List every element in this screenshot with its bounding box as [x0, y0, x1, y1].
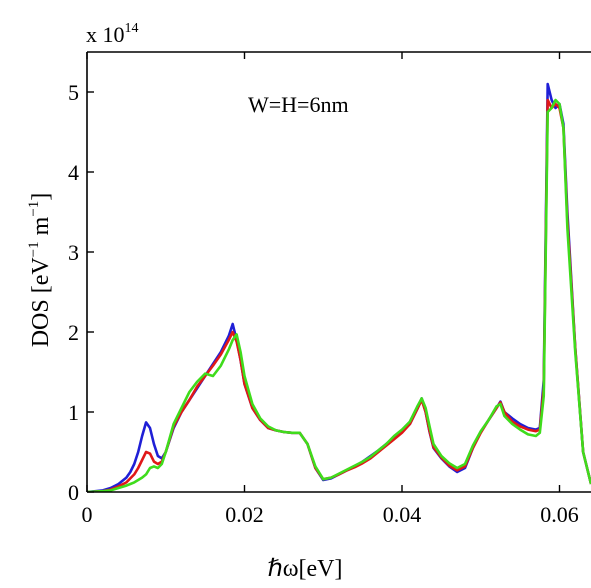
x-tick-label: 0.02 [225, 502, 264, 527]
x-tick-label: 0.06 [540, 502, 579, 527]
y-multiplier-base: x 10 [86, 22, 125, 47]
series-line-3 [87, 98, 591, 492]
series-line-2 [87, 98, 591, 492]
y-multiplier: x 1014 [86, 21, 139, 47]
y-tick-label: 0 [68, 480, 79, 505]
y-axis-label-sup2: −1 [26, 201, 42, 217]
y-axis-label: DOS [eV−1 m−1] [26, 193, 54, 348]
y-axis-label-mid: m [28, 216, 54, 241]
axes-layer [86, 51, 591, 493]
y-axis-label-main: DOS [eV [28, 257, 54, 348]
x-axis-label: ℏω[eV] [268, 556, 343, 582]
y-tick-label: 1 [68, 400, 79, 425]
series-line-1 [87, 82, 591, 492]
y-tick-label: 2 [68, 320, 79, 345]
y-axis-label-sup1: −1 [26, 241, 42, 257]
x-tick-label: 0.04 [383, 502, 422, 527]
y-axis-label-end: ] [28, 193, 54, 201]
ticks-layer: 0 0.02 0.04 0.06 0 1 2 3 4 5 [68, 52, 579, 527]
series-layer [87, 82, 591, 492]
x-tick-label: 0 [82, 502, 93, 527]
y-multiplier-exponent: 14 [125, 21, 139, 36]
y-tick-label: 5 [68, 80, 79, 105]
y-tick-label: 3 [68, 240, 79, 265]
chart-annotation: W=H=6nm [248, 92, 349, 117]
y-tick-label: 4 [68, 160, 79, 185]
